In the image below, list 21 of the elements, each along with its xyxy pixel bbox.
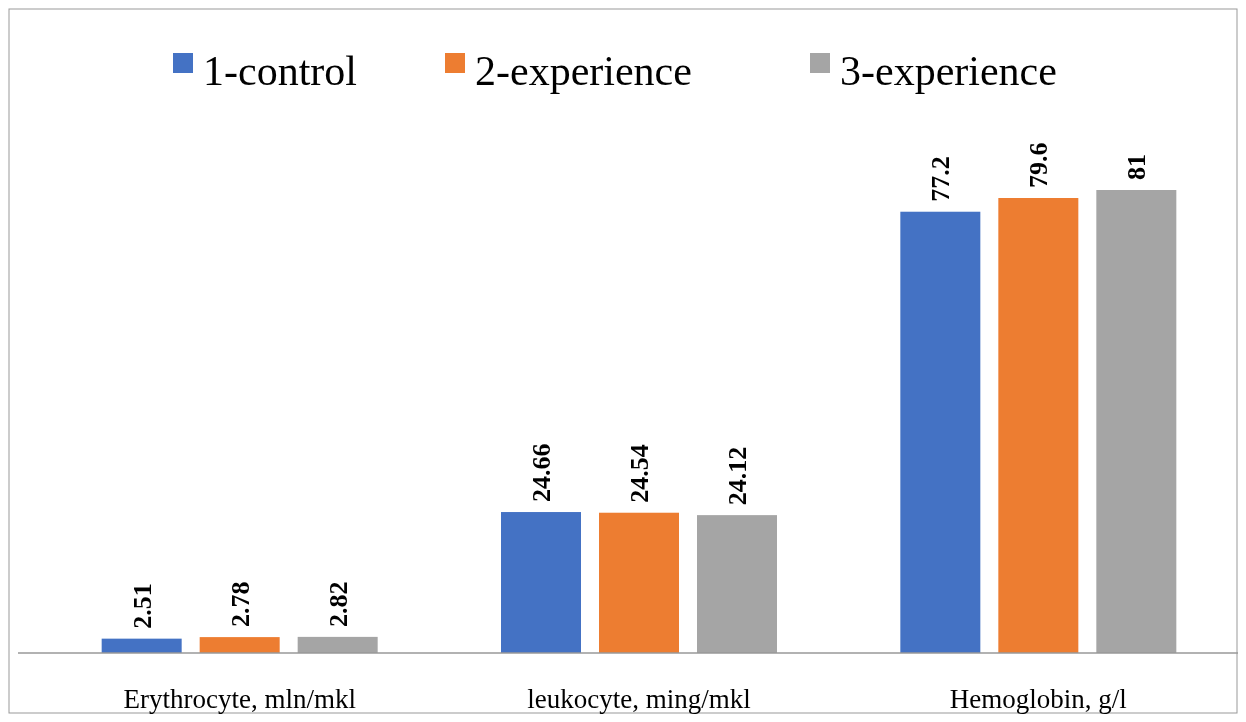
data-label: 2.82 (323, 581, 353, 627)
x-tick-label: Hemoglobin, g/l (949, 684, 1127, 714)
bar (199, 637, 280, 653)
bar (501, 512, 581, 653)
legend-label: 1-control (203, 48, 357, 94)
data-label: 81 (1122, 154, 1152, 180)
data-label: 79.6 (1024, 142, 1054, 188)
bar (101, 638, 182, 653)
x-tick-label: Erythrocyte, mln/mkl (123, 684, 356, 714)
data-label: 2.78 (225, 581, 255, 628)
bar (599, 512, 679, 653)
bar (900, 211, 981, 653)
x-tick-label: leukocyte, ming/mkl (527, 684, 751, 714)
bar (998, 198, 1079, 653)
data-label: 77.2 (926, 156, 956, 202)
data-label: 2.51 (127, 583, 157, 629)
data-label: 24.66 (527, 443, 556, 503)
legend-label: 3-experience (840, 48, 1057, 94)
data-label: 24.54 (625, 444, 654, 503)
data-label: 24.12 (723, 446, 752, 506)
legend-label: 2-experience (475, 48, 692, 94)
